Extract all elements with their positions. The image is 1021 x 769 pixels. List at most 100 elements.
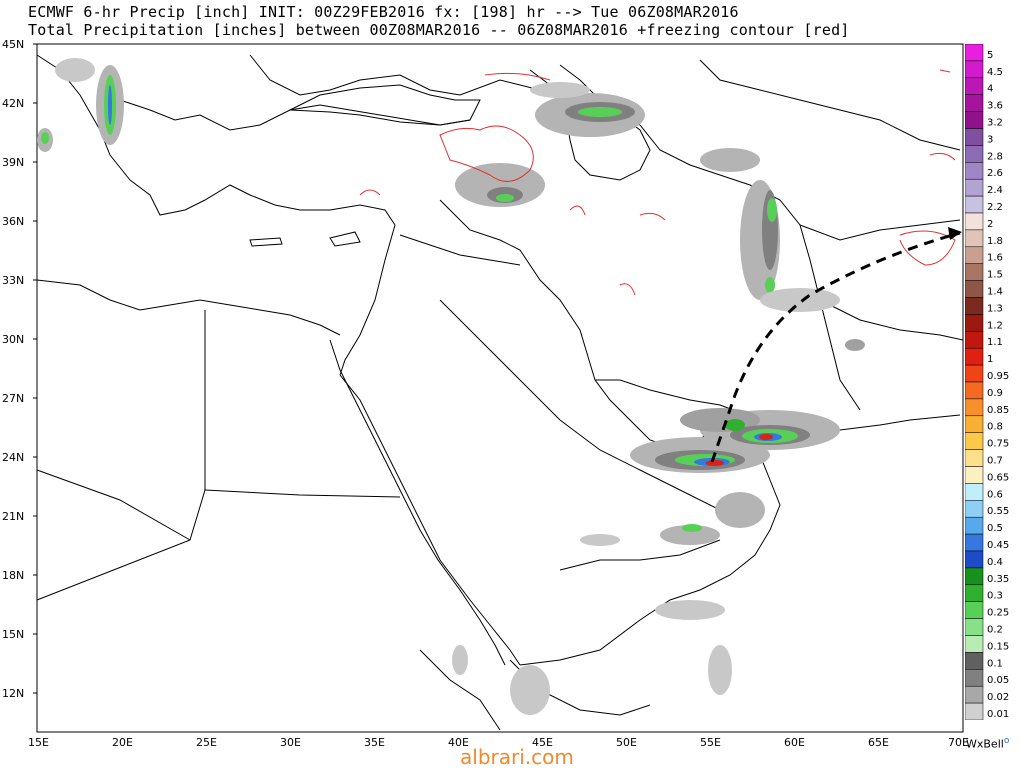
scale-label: 4.5 (987, 67, 1003, 78)
scale-swatch (965, 314, 984, 332)
lat-label: 12N (2, 687, 24, 700)
scale-label: 0.75 (987, 439, 1009, 450)
scale-swatch (965, 347, 984, 366)
scale-swatch (965, 195, 984, 214)
scale-label: 0.02 (987, 692, 1009, 703)
scale-label: 3.6 (987, 101, 1003, 112)
lon-label: 70E (948, 736, 969, 749)
scale-label: 0.15 (987, 641, 1009, 652)
scale-label: 0.05 (987, 675, 1009, 686)
scale-swatch (965, 77, 984, 95)
scale-swatch (965, 263, 984, 281)
scale-swatch (965, 533, 984, 552)
scale-label: 3 (987, 134, 993, 145)
longitude-labels: 15E 20E 25E 30E 35E 40E 45E 50E 55E 60E … (28, 736, 969, 749)
scale-label: 0.1 (987, 658, 1003, 669)
scale-label: 0.01 (987, 709, 1009, 720)
scale-swatch (965, 111, 984, 129)
scale-swatch (965, 466, 984, 484)
lon-label: 15E (28, 736, 49, 749)
scale-label: 2 (987, 219, 993, 230)
freezing-contours (359, 69, 956, 296)
lat-label: 30N (2, 333, 24, 346)
scale-swatch (965, 364, 984, 383)
lat-label: 24N (2, 451, 24, 464)
scale-swatch (965, 500, 984, 518)
scale-swatch (965, 229, 984, 248)
scale-label: 0.4 (987, 557, 1003, 568)
scale-label: 0.9 (987, 388, 1003, 399)
lon-label: 20E (112, 736, 133, 749)
scale-swatch (965, 297, 984, 315)
precip-color-scale: 5 4.5 4 3.6 3.2 3 2.8 2.6 2.4 2.2 2 1.8 1.6 1.5 1.4 1.3… (965, 44, 1009, 720)
scale-label: 5 (987, 50, 993, 61)
scale-label: 1.8 (987, 236, 1003, 247)
scale-label: 1.2 (987, 320, 1003, 331)
scale-swatch (965, 550, 984, 569)
wxbell-logo-icon: o (1003, 736, 1010, 746)
chart-title-line-1: ECMWF 6-hr Precip [inch] INIT: 00Z29FEB2… (28, 3, 739, 21)
scale-swatch (965, 145, 984, 163)
scale-swatch (965, 685, 984, 704)
scale-swatch (965, 483, 984, 501)
scale-label: 3.2 (987, 118, 1003, 129)
scale-label: 1.5 (987, 270, 1003, 281)
credit-text: WxBell (966, 737, 1004, 751)
lat-label: 18N (2, 569, 24, 582)
watermark: albrari.com (460, 745, 574, 769)
scale-swatch (965, 702, 984, 720)
scale-label: 0.8 (987, 422, 1003, 433)
scale-swatch (965, 331, 984, 349)
scale-label: 2.6 (987, 168, 1003, 179)
lon-label: 55E (700, 736, 721, 749)
scale-label: 0.25 (987, 608, 1009, 619)
scale-label: 1.4 (987, 287, 1003, 298)
scale-swatch (965, 162, 984, 180)
scale-swatch (965, 128, 984, 146)
lon-label: 30E (280, 736, 301, 749)
scale-label: 4 (987, 84, 993, 95)
lat-label: 21N (2, 510, 24, 523)
precip-shading (37, 58, 865, 715)
scale-swatch (965, 618, 984, 636)
scale-label: 1 (987, 354, 993, 365)
scale-label: 0.6 (987, 489, 1003, 500)
scale-swatch (965, 246, 984, 264)
scale-label: 0.65 (987, 472, 1009, 483)
scale-label: 0.2 (987, 625, 1003, 636)
scale-label: 1.1 (987, 337, 1003, 348)
scale-swatch (965, 212, 984, 231)
scale-swatch (965, 635, 984, 653)
scale-swatch (965, 94, 984, 112)
scale-swatch (965, 516, 984, 535)
scale-label: 0.85 (987, 405, 1009, 416)
lon-label: 40E (448, 736, 469, 749)
scale-label: 1.6 (987, 253, 1003, 264)
scale-swatch (965, 178, 984, 197)
scale-swatch (965, 381, 984, 400)
scale-label: 2.2 (987, 202, 1003, 213)
scale-swatch (965, 280, 984, 298)
scale-swatch (965, 432, 984, 450)
lon-label: 60E (784, 736, 805, 749)
scale-swatch (965, 584, 984, 602)
lon-label: 50E (616, 736, 637, 749)
scale-label: 0.45 (987, 540, 1009, 551)
scale-swatch (965, 652, 984, 670)
lat-label: 33N (2, 274, 24, 287)
lat-label: 39N (2, 156, 24, 169)
scale-swatch (965, 669, 984, 687)
scale-swatch (965, 398, 984, 417)
lat-label: 36N (2, 215, 24, 228)
latitude-labels: 45N 42N 39N 36N 33N 30N 27N 24N 21N 18N … (2, 38, 24, 700)
lat-label: 42N (2, 97, 24, 110)
scale-swatch (965, 567, 984, 586)
lat-label: 15N (2, 628, 24, 641)
lon-label: 45E (532, 736, 553, 749)
scale-label: 0.7 (987, 456, 1003, 467)
scale-label: 2.4 (987, 185, 1003, 196)
scale-label: 0.5 (987, 523, 1003, 534)
track-arrow (710, 227, 962, 463)
lon-label: 65E (868, 736, 889, 749)
lat-ticks (33, 43, 37, 694)
